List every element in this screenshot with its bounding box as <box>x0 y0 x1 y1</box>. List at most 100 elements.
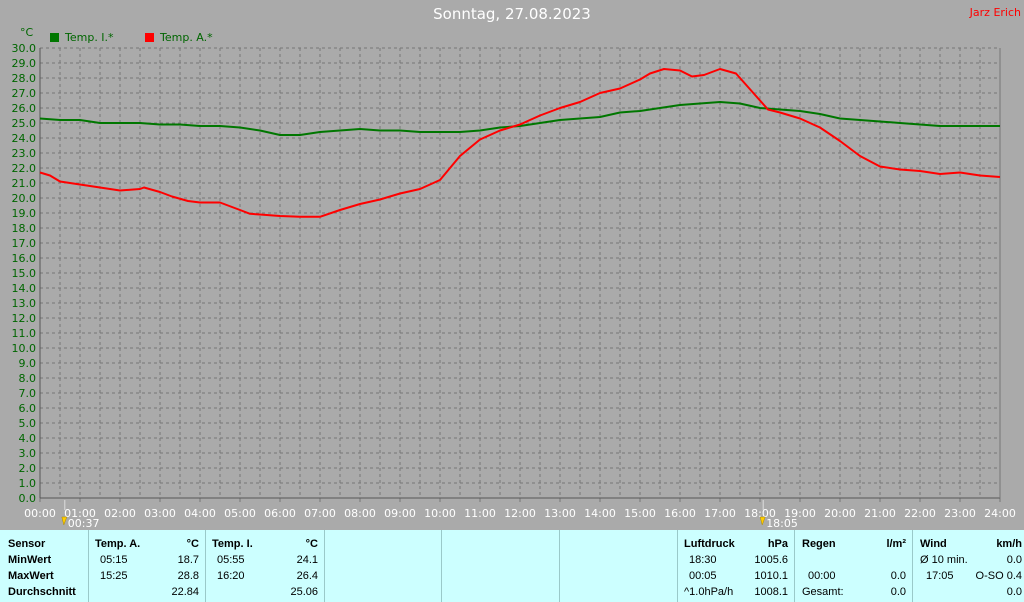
pressure-unit: hPa <box>767 538 788 550</box>
y-tick-label: 6.0 <box>19 402 37 415</box>
y-tick-label: 15.0 <box>12 267 37 280</box>
y-tick-label: 25.0 <box>12 117 37 130</box>
x-tick-label: 15:00 <box>624 507 656 520</box>
x-tick-label: 07:00 <box>304 507 336 520</box>
summary-col-empty-1 <box>324 530 442 602</box>
y-tick-label: 5.0 <box>19 417 37 430</box>
time-marker-label: 18:05 <box>766 517 798 530</box>
y-tick-label: 9.0 <box>19 357 37 370</box>
legend-label-temp-a: Temp. A.* <box>160 31 213 44</box>
y-tick-label: 16.0 <box>12 252 37 265</box>
temp-a-min: 18.7 <box>177 554 199 566</box>
x-tick-label: 21:00 <box>864 507 896 520</box>
summary-col-temp-i: Temp. I. °C 05:55 24.1 16:20 26.4 25.06 <box>205 530 325 602</box>
y-tick-label: 8.0 <box>19 372 37 385</box>
legend-item-temp-i[interactable]: Temp. I.* <box>50 31 114 44</box>
pressure-trend-label: ^1.0hPa/h <box>684 586 734 598</box>
pressure-min: 1005.6 <box>754 554 788 566</box>
wind-title: Wind <box>920 538 947 550</box>
pressure-max: 1010.1 <box>754 570 788 582</box>
y-tick-label: 14.0 <box>12 282 37 295</box>
legend-item-temp-a[interactable]: Temp. A.* <box>145 31 213 44</box>
y-tick-label: 28.0 <box>12 72 37 85</box>
x-tick-label: 22:00 <box>904 507 936 520</box>
x-tick-label: 05:00 <box>224 507 256 520</box>
y-tick-label: 29.0 <box>12 57 37 70</box>
y-tick-label: 21.0 <box>12 177 37 190</box>
y-tick-label: 2.0 <box>19 462 37 475</box>
x-tick-label: 00:00 <box>24 507 56 520</box>
temp-a-avg: 22.84 <box>171 586 199 598</box>
y-tick-label: 7.0 <box>19 387 37 400</box>
row-label-min: MinWert <box>8 554 52 566</box>
temp-a-title: Temp. A. <box>95 538 141 550</box>
pressure-max-time: 00:05 <box>689 570 717 582</box>
pressure-min-time: 18:30 <box>689 554 717 566</box>
summary-col-sensor: Sensor MinWert MaxWert Durchschnitt <box>0 530 89 602</box>
time-marker-icon <box>61 516 68 526</box>
row-label-max: MaxWert <box>8 570 54 582</box>
x-tick-label: 04:00 <box>184 507 216 520</box>
summary-col-temp-a: Temp. A. °C 05:15 18.7 15:25 28.8 22.84 <box>88 530 206 602</box>
x-tick-label: 14:00 <box>584 507 616 520</box>
legend-label-temp-i: Temp. I.* <box>65 31 114 44</box>
rain-total-label: Gesamt: <box>802 586 844 598</box>
temp-a-max-time: 15:25 <box>100 570 128 582</box>
wind-max-time: 17:05 <box>926 570 954 582</box>
x-tick-label: 12:00 <box>504 507 536 520</box>
rain-value: 0.0 <box>890 570 906 582</box>
y-tick-label: 30.0 <box>12 42 37 55</box>
y-tick-label: 1.0 <box>19 477 37 490</box>
y-tick-label: 27.0 <box>12 87 37 100</box>
y-tick-label: 20.0 <box>12 192 37 205</box>
legend-swatch-temp-i <box>50 33 59 42</box>
x-tick-label: 06:00 <box>264 507 296 520</box>
legend-swatch-temp-a <box>145 33 154 42</box>
x-tick-label: 24:00 <box>984 507 1016 520</box>
y-tick-label: 0.0 <box>19 492 37 505</box>
temperature-chart: 0.0 1.0 2.0 3.0 4.0 5.0 6.0 7.0 8.0 9.0 10.0 11.0 12… <box>12 42 1016 530</box>
page-title: Sonntag, 27.08.2023 <box>433 5 591 23</box>
x-tick-label: 16:00 <box>664 507 696 520</box>
y-tick-label: 18.0 <box>12 222 37 235</box>
temp-i-title: Temp. I. <box>212 538 253 550</box>
series-line-temp-a <box>39 68 1001 218</box>
time-marker-label: 00:37 <box>68 517 100 530</box>
time-marker-icon <box>759 516 766 526</box>
rain-title: Regen <box>802 538 836 550</box>
summary-col-rain: Regen l/m² 00:00 0.0 Gesamt: 0.0 <box>794 530 913 602</box>
wind-last-value: 0.0 <box>1006 586 1022 598</box>
temp-a-min-time: 05:15 <box>100 554 128 566</box>
x-tick-label: 08:00 <box>344 507 376 520</box>
pressure-trend-value: 1008.1 <box>754 586 788 598</box>
y-tick-label: 23.0 <box>12 147 37 160</box>
x-tick-label: 02:00 <box>104 507 136 520</box>
wind-unit: km/h <box>996 538 1022 550</box>
y-tick-label: 10.0 <box>12 342 37 355</box>
x-tick-label: 13:00 <box>544 507 576 520</box>
x-tick-label: 01:00 <box>64 507 96 520</box>
wind-avg-value: 0.0 <box>1006 554 1022 566</box>
y-tick-label: 22.0 <box>12 162 37 175</box>
y-tick-label: 11.0 <box>12 327 37 340</box>
x-tick-label: 10:00 <box>424 507 456 520</box>
x-tick-label: 20:00 <box>824 507 856 520</box>
wind-max-value: O-SO 0.4 <box>975 570 1022 582</box>
x-tick-label: 18:00 <box>744 507 776 520</box>
summary-table: Sensor MinWert MaxWert Durchschnitt Temp… <box>0 530 1024 602</box>
temp-i-min: 24.1 <box>296 554 318 566</box>
summary-col-empty-3 <box>559 530 678 602</box>
station-owner: Jarz Erich <box>969 6 1021 19</box>
x-tick-label: 19:00 <box>784 507 816 520</box>
temp-i-max-time: 16:20 <box>217 570 245 582</box>
rain-time: 00:00 <box>808 570 836 582</box>
sensor-header: Sensor <box>8 538 46 550</box>
temp-a-max: 28.8 <box>177 570 199 582</box>
x-tick-label: 03:00 <box>144 507 176 520</box>
y-tick-label: 4.0 <box>19 432 37 445</box>
temp-i-avg: 25.06 <box>290 586 318 598</box>
y-tick-label: 3.0 <box>19 447 37 460</box>
x-tick-label: 11:00 <box>464 507 496 520</box>
pressure-title: Luftdruck <box>684 538 735 550</box>
y-tick-label: 19.0 <box>12 207 37 220</box>
